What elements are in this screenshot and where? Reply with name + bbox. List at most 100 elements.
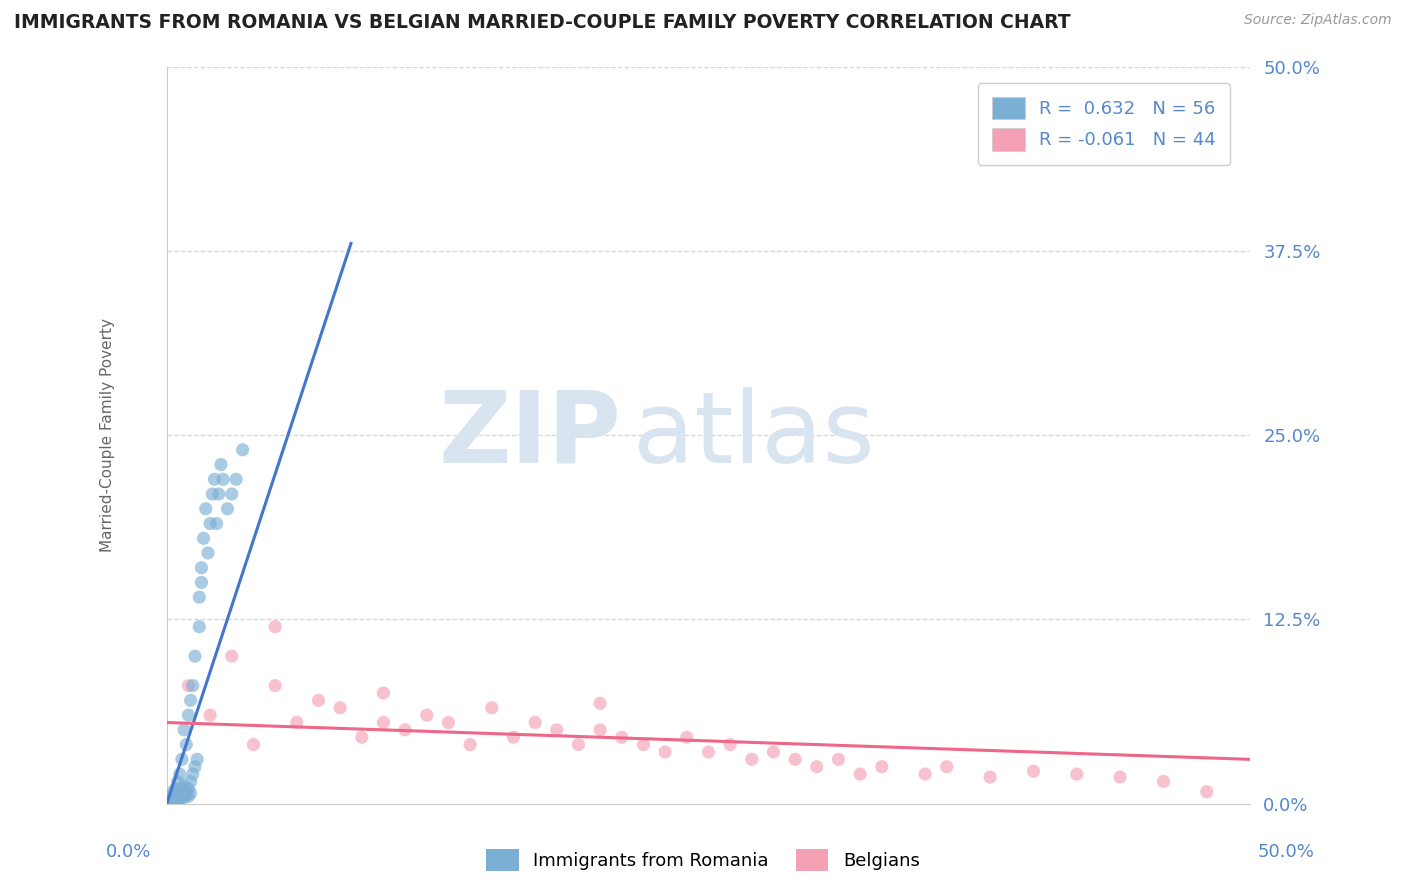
Text: atlas: atlas xyxy=(633,386,875,483)
Point xyxy=(307,693,329,707)
Point xyxy=(217,501,239,516)
Legend: Immigrants from Romania, Belgians: Immigrants from Romania, Belgians xyxy=(479,842,927,879)
Point xyxy=(177,789,200,804)
Point xyxy=(1152,774,1174,789)
Point xyxy=(201,487,224,501)
Text: 50.0%: 50.0% xyxy=(1258,843,1315,861)
Point xyxy=(221,487,243,501)
Point xyxy=(209,458,232,472)
Point xyxy=(589,723,612,737)
Point xyxy=(502,730,524,744)
Point xyxy=(198,516,221,531)
Point xyxy=(806,760,828,774)
Point xyxy=(264,679,287,693)
Point xyxy=(1066,767,1088,781)
Point xyxy=(458,738,481,752)
Point xyxy=(160,794,183,808)
Point xyxy=(221,649,243,664)
Point xyxy=(173,779,195,793)
Point xyxy=(373,686,395,700)
Point xyxy=(205,516,228,531)
Point xyxy=(197,546,219,560)
Text: IMMIGRANTS FROM ROMANIA VS BELGIAN MARRIED-COUPLE FAMILY POVERTY CORRELATION CHA: IMMIGRANTS FROM ROMANIA VS BELGIAN MARRI… xyxy=(14,13,1071,32)
Point xyxy=(174,738,197,752)
Point xyxy=(437,715,460,730)
Point xyxy=(373,715,395,730)
Point xyxy=(718,738,741,752)
Point xyxy=(177,708,200,723)
Point xyxy=(1195,785,1218,799)
Point xyxy=(165,790,187,805)
Point xyxy=(394,723,416,737)
Point xyxy=(350,730,373,744)
Point xyxy=(481,700,503,714)
Text: Source: ZipAtlas.com: Source: ZipAtlas.com xyxy=(1244,13,1392,28)
Point xyxy=(204,472,226,486)
Point xyxy=(166,788,188,802)
Point xyxy=(174,788,197,802)
Point xyxy=(697,745,720,759)
Point xyxy=(173,790,195,805)
Point xyxy=(166,790,188,805)
Point xyxy=(162,792,184,806)
Point xyxy=(610,730,633,744)
Point xyxy=(190,560,212,574)
Point xyxy=(166,794,188,808)
Point xyxy=(232,442,254,457)
Point xyxy=(180,786,202,800)
Point xyxy=(329,700,352,714)
Point xyxy=(524,715,547,730)
Point xyxy=(979,770,1001,784)
Point xyxy=(166,774,188,789)
Point xyxy=(177,781,200,796)
Point xyxy=(181,679,204,693)
Point xyxy=(169,767,191,781)
Point xyxy=(188,620,211,634)
Point xyxy=(416,708,439,723)
Point xyxy=(169,792,191,806)
Point xyxy=(165,781,187,796)
Point xyxy=(675,730,697,744)
Point xyxy=(242,738,264,752)
Point xyxy=(160,789,183,804)
Point xyxy=(184,760,207,774)
Point xyxy=(827,752,849,766)
Point xyxy=(1022,764,1045,778)
Text: 0.0%: 0.0% xyxy=(105,843,150,861)
Point xyxy=(198,708,221,723)
Point xyxy=(225,472,247,486)
Point xyxy=(785,752,807,766)
Point xyxy=(567,738,589,752)
Point xyxy=(741,752,763,766)
Point xyxy=(285,715,308,730)
Point xyxy=(186,752,208,766)
Point xyxy=(162,785,184,799)
Point xyxy=(165,794,187,808)
Point xyxy=(654,745,676,759)
Point xyxy=(170,789,193,804)
Text: ZIP: ZIP xyxy=(439,386,621,483)
Point xyxy=(174,785,197,799)
Point xyxy=(177,679,200,693)
Legend: R =  0.632   N = 56, R = -0.061   N = 44: R = 0.632 N = 56, R = -0.061 N = 44 xyxy=(977,83,1230,165)
Point xyxy=(170,752,193,766)
Point xyxy=(181,767,204,781)
Point xyxy=(208,487,231,501)
Point xyxy=(546,723,568,737)
Point xyxy=(589,696,612,710)
Point xyxy=(935,760,957,774)
Point xyxy=(849,767,872,781)
Point xyxy=(188,591,211,605)
Point xyxy=(193,531,215,545)
Point xyxy=(914,767,936,781)
Text: Married-Couple Family Poverty: Married-Couple Family Poverty xyxy=(100,318,115,552)
Point xyxy=(180,774,202,789)
Point xyxy=(170,789,193,804)
Point xyxy=(180,693,202,707)
Point xyxy=(212,472,235,486)
Point xyxy=(184,649,207,664)
Point xyxy=(264,620,287,634)
Point xyxy=(169,785,191,799)
Point xyxy=(173,723,195,737)
Point xyxy=(173,788,195,802)
